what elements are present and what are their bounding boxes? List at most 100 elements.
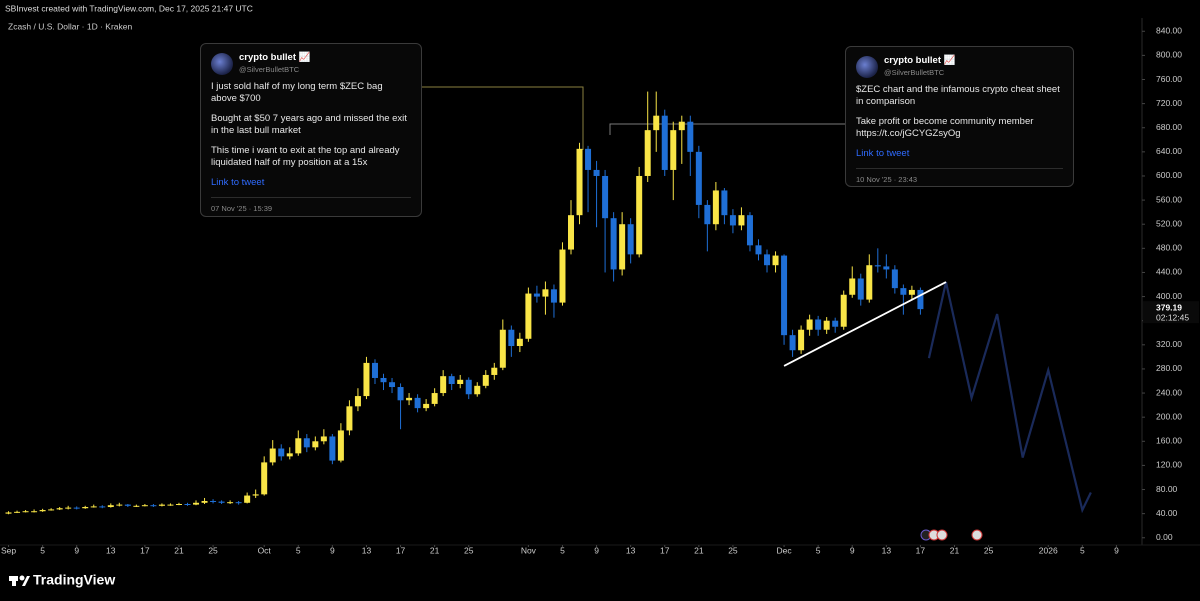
candle-body: [227, 502, 234, 504]
tweet-text: $ZEC chart and the infamous crypto cheat…: [856, 84, 1060, 107]
tweet-date: 07 Nov '25 · 15:39: [211, 203, 273, 213]
candle-body: [431, 393, 438, 404]
candle-body: [789, 335, 796, 351]
candle-body: [900, 288, 907, 295]
candle-body: [406, 397, 413, 401]
candle-body: [423, 403, 430, 409]
candle-body: [380, 377, 387, 383]
x-tick-label: 21: [430, 545, 440, 555]
tweet-link[interactable]: Link to tweet: [856, 148, 910, 159]
candle-body: [542, 289, 549, 297]
y-tick-label: 840.00: [1156, 26, 1182, 36]
candle-body: [533, 293, 540, 297]
tweet-handle: @SilverBulletBTC: [884, 67, 945, 77]
tweet-name: crypto bullet 📈: [884, 55, 956, 66]
candle-body: [729, 215, 736, 226]
x-tick-label: 9: [594, 545, 599, 555]
candle-body: [687, 121, 694, 152]
tweet-head: crypto bullet 📈 @SilverBulletBTC: [856, 55, 1063, 78]
candle-body: [619, 224, 626, 270]
x-tick-label: 13: [626, 545, 636, 555]
last-price: 379.19: [1156, 302, 1182, 312]
candle-body: [329, 436, 336, 461]
candle-body: [39, 510, 46, 512]
candle-body: [337, 430, 344, 461]
x-tick-label: 21: [694, 545, 704, 555]
y-tick-label: 760.00: [1156, 74, 1182, 84]
candle-body: [857, 278, 864, 300]
candle-body: [755, 245, 762, 255]
candle-body: [440, 376, 447, 394]
candle-body: [670, 130, 677, 170]
x-tick-label: 9: [1114, 545, 1119, 555]
candle-body: [150, 505, 157, 507]
logo-part: [19, 575, 25, 581]
candle-body: [278, 448, 285, 457]
x-tick-label: 25: [464, 545, 474, 555]
candle-body: [465, 379, 472, 395]
y-tick-label: 320.00: [1156, 339, 1182, 349]
projection-line: [927, 281, 1092, 514]
x-tick-label: Oct: [258, 545, 272, 555]
chart-title: Zcash / U.S. Dollar · 1D · Kraken: [8, 21, 133, 31]
candle-body: [849, 278, 856, 295]
candle-body: [457, 379, 464, 385]
tweet-connector: [609, 123, 845, 135]
separator: [856, 167, 1063, 169]
tweet-date: 10 Nov '25 · 23:43: [856, 174, 918, 184]
tweet-connector: [422, 86, 584, 150]
candle-body: [65, 507, 72, 509]
candle-body: [661, 115, 668, 170]
x-tick-label: 25: [728, 545, 738, 555]
candle-body: [389, 382, 396, 388]
y-tick-label: 200.00: [1156, 411, 1182, 421]
candle-body: [712, 190, 719, 225]
candle-body: [610, 218, 617, 270]
candle-body: [525, 293, 532, 339]
tweet-head: crypto bullet 📈 @SilverBulletBTC: [211, 52, 411, 75]
candle-body: [576, 148, 583, 216]
tweet-card: crypto bullet 📈 @SilverBulletBTC $ZEC ch…: [845, 46, 1074, 187]
tweet-text: Bought at $50 7 years ago and missed the…: [211, 113, 407, 136]
candle-body: [56, 508, 63, 510]
y-tick-label: 560.00: [1156, 194, 1182, 204]
header: SBInvest created with TradingView.com, D…: [5, 3, 253, 13]
x-tick-label: 13: [362, 545, 372, 555]
tweet-text: I just sold half of my long term $ZEC ba…: [211, 81, 383, 104]
tweet-link[interactable]: Link to tweet: [211, 177, 265, 188]
candle-body: [107, 505, 114, 508]
candle-body: [474, 385, 481, 395]
candle-body: [124, 504, 131, 506]
tweet-author: crypto bullet 📈 @SilverBulletBTC: [884, 55, 955, 78]
x-tick-label: 5: [1080, 545, 1085, 555]
y-tick-label: 600.00: [1156, 170, 1182, 180]
candle-body: [193, 502, 200, 505]
y-tick-label: 680.00: [1156, 122, 1182, 132]
tweet-author: crypto bullet 📈 @SilverBulletBTC: [239, 52, 310, 75]
candle-body: [550, 289, 557, 303]
candle-body: [116, 504, 123, 506]
x-tick-label: 5: [296, 545, 301, 555]
candle-body: [602, 175, 609, 219]
x-tick-label: 17: [140, 545, 150, 555]
candle-body: [90, 506, 97, 508]
candle-body: [764, 254, 771, 266]
x-tick-label: 17: [660, 545, 670, 555]
candle-body: [295, 438, 302, 454]
candle-body: [201, 500, 208, 503]
candle-body: [627, 224, 634, 255]
x-tick-label: 9: [74, 545, 79, 555]
candle-body: [354, 396, 361, 407]
brand-logo: [9, 575, 30, 586]
candle-body: [815, 319, 822, 330]
y-tick-label: 800.00: [1156, 50, 1182, 60]
candle-body: [891, 269, 898, 289]
candle-body: [738, 215, 745, 226]
candle-body: [244, 495, 251, 503]
countdown: 02:12:45: [1156, 312, 1189, 322]
separator: [211, 196, 411, 198]
candle-body: [48, 509, 55, 511]
x-tick-label: 17: [396, 545, 406, 555]
